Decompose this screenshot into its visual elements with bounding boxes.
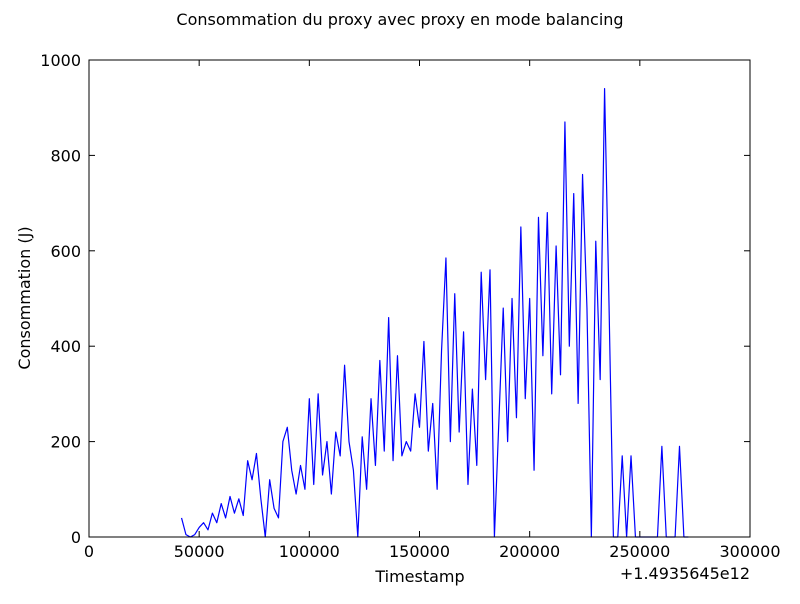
x-tick-label: 300000	[719, 542, 780, 561]
x-tick-label: 250000	[609, 542, 670, 561]
y-tick-label: 200	[50, 433, 81, 452]
x-tick-label: 50000	[174, 542, 225, 561]
x-offset-label: +1.4935645e12	[620, 564, 750, 583]
x-tick-label: 150000	[389, 542, 450, 561]
y-tick-label: 0	[71, 528, 81, 547]
y-tick-label: 800	[50, 146, 81, 165]
chart-title: Consommation du proxy avec proxy en mode…	[176, 10, 623, 29]
y-tick-label: 400	[50, 337, 81, 356]
data-line	[180, 88, 689, 538]
plot-frame	[88, 59, 751, 538]
x-tick-label: 0	[84, 542, 94, 561]
x-tick-label: 100000	[279, 542, 340, 561]
y-tick-label: 600	[50, 242, 81, 261]
y-tick-label: 1000	[40, 51, 81, 70]
y-axis-label: Consommation (J)	[15, 226, 34, 369]
x-axis-label: Timestamp	[374, 567, 464, 586]
x-tick-label: 200000	[499, 542, 560, 561]
